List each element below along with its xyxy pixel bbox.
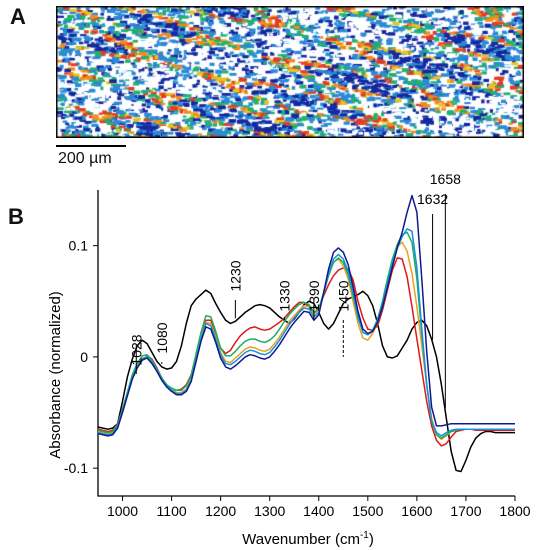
annotation-label-1028: 1028 bbox=[128, 334, 144, 365]
scale-bar-label: 200 µm bbox=[58, 150, 112, 167]
annotations-group: 1028 1080 1230 1330 1390 1450 1632 1658 bbox=[128, 171, 461, 409]
plot-frame bbox=[97, 190, 515, 497]
scale-bar bbox=[56, 145, 126, 147]
y-axis-label: Absorbance (normalized) bbox=[47, 291, 64, 459]
annotation-label-1330: 1330 bbox=[276, 280, 292, 311]
panel-label-a: A bbox=[10, 4, 26, 29]
x-axis-label-sup: -1 bbox=[360, 530, 369, 541]
ftir-spectra-chart: 1000 1100 1200 1300 1400 1500 1600 1700 1800 0.1 0… bbox=[47, 171, 531, 548]
x-axis-label-end: ) bbox=[369, 531, 374, 548]
axis-lines bbox=[97, 190, 515, 497]
annotation-label-1080: 1080 bbox=[154, 322, 170, 353]
panel-label-b: B bbox=[8, 204, 24, 229]
annotation-label-1390: 1390 bbox=[306, 280, 322, 311]
x-tick-label: 1800 bbox=[499, 503, 530, 519]
x-tick-label: 1400 bbox=[303, 503, 334, 519]
x-axis-label: Wavenumber (cm-1) bbox=[242, 530, 374, 548]
x-tick-label: 1500 bbox=[352, 503, 383, 519]
x-tick-label: 1600 bbox=[401, 503, 432, 519]
series-group bbox=[97, 194, 515, 473]
y-tick-label: 0.1 bbox=[69, 238, 89, 254]
spectrum-line-4 bbox=[97, 231, 515, 439]
y-tick-label: -0.1 bbox=[64, 460, 88, 476]
x-tick-label: 1300 bbox=[254, 503, 285, 519]
ticks-group: 1000 1100 1200 1300 1400 1500 1600 1700 1800 0.1 0… bbox=[64, 238, 531, 519]
spectrum-line-1 bbox=[97, 289, 515, 473]
x-tick-label: 1200 bbox=[205, 503, 236, 519]
x-tick-label: 1700 bbox=[450, 503, 481, 519]
annotation-label-1450: 1450 bbox=[335, 280, 351, 311]
spectrum-line-6 bbox=[97, 194, 515, 437]
x-axis-label-main: Wavenumber (cm bbox=[242, 531, 360, 548]
y-tick-label: 0 bbox=[80, 349, 88, 365]
spectrum-line-5 bbox=[97, 228, 515, 437]
annotation-label-1230: 1230 bbox=[227, 260, 243, 291]
annotation-label-1658: 1658 bbox=[430, 171, 461, 187]
x-tick-label: 1000 bbox=[107, 503, 138, 519]
chemical-map-image bbox=[56, 6, 524, 138]
annotation-label-1632: 1632 bbox=[417, 191, 448, 207]
x-tick-label: 1100 bbox=[157, 503, 187, 519]
